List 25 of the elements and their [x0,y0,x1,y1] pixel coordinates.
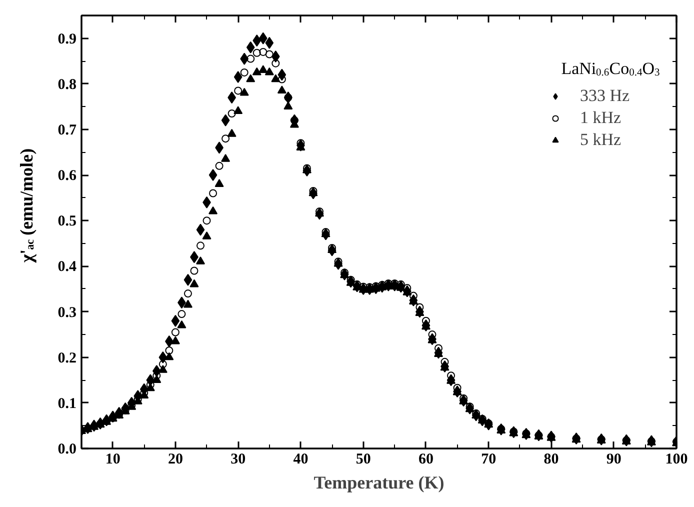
x-tick-label: 10 [105,452,120,468]
y-tick-label: 0.5 [58,214,76,230]
y-tick-label: 0.3 [58,304,76,321]
legend-label: 5 kHz [580,130,622,150]
x-axis-title: Temperature (K) [314,472,444,492]
x-tick-label: 20 [168,452,183,468]
x-tick-label: 90 [606,452,622,468]
legend-label: 1 kHz [580,108,622,128]
y-tick-label: 0.2 [58,350,76,366]
x-tick-label: 80 [544,452,559,468]
y-tick-label: 0.4 [58,259,77,276]
y-axis-title: χ'ac (emu/mole) [16,148,36,264]
y-tick-label: 0.7 [58,122,77,138]
y-tick-label: 0.8 [58,76,76,93]
x-tick-label: 70 [481,452,496,468]
y-tick-label: 0.1 [58,396,76,412]
x-tick-label: 30 [230,452,246,468]
y-tick-label: 0.9 [58,31,76,48]
y-tick-label: 0.0 [58,442,76,458]
x-tick-label: 100 [665,452,688,468]
x-tick-label: 50 [356,452,371,468]
legend-label: 333 Hz [580,86,630,106]
x-tick-label: 40 [293,452,308,468]
y-tick-label: 0.6 [58,168,77,184]
x-tick-label: 60 [418,452,434,468]
